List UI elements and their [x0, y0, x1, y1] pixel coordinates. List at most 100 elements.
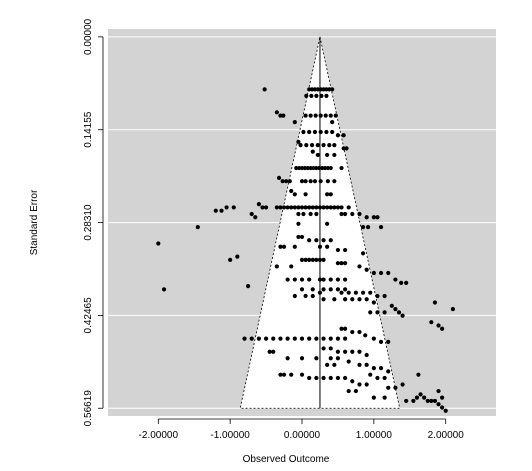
data-point [396, 310, 402, 315]
data-point [357, 211, 362, 217]
data-point [371, 215, 376, 220]
data-point [343, 375, 348, 381]
data-point [350, 329, 355, 335]
data-point [350, 349, 355, 354]
data-point [314, 93, 319, 99]
data-point [309, 143, 315, 148]
data-point [249, 336, 254, 341]
data-point [350, 379, 355, 384]
data-point [378, 366, 384, 371]
data-point [353, 388, 358, 394]
data-point [298, 143, 303, 148]
y-tick-label: 0.56619 [83, 390, 94, 427]
data-point [292, 244, 297, 249]
data-point [318, 179, 323, 184]
data-point [314, 238, 319, 243]
data-point [321, 87, 326, 92]
data-point [436, 323, 441, 328]
data-point [321, 257, 326, 262]
data-point [335, 349, 341, 354]
data-point [301, 129, 306, 135]
data-point [343, 261, 348, 266]
data-point [309, 87, 315, 92]
data-point [287, 179, 292, 184]
data-point [323, 113, 328, 118]
data-point [328, 375, 333, 381]
data-point [285, 205, 290, 210]
data-point [302, 165, 307, 171]
data-point [335, 205, 341, 210]
data-point [307, 87, 312, 92]
data-point [310, 205, 315, 210]
data-point [292, 205, 297, 210]
data-point [429, 320, 434, 325]
data-point [341, 133, 346, 138]
data-point [341, 146, 346, 151]
data-points [156, 87, 455, 413]
data-point [393, 277, 398, 282]
data-point [328, 205, 333, 210]
data-point [312, 179, 318, 184]
data-point [195, 224, 200, 230]
data-point [335, 336, 341, 341]
data-point [308, 211, 313, 217]
data-point [307, 336, 312, 341]
data-point [296, 234, 301, 240]
y-tick-label: 0.42465 [83, 297, 94, 334]
data-point [296, 139, 301, 144]
data-point [339, 261, 344, 266]
data-point [296, 221, 301, 226]
data-point [332, 205, 337, 210]
data-point [332, 362, 337, 367]
data-point [314, 211, 319, 217]
data-point [346, 205, 351, 210]
y-tick-label: 0.28310 [83, 204, 94, 241]
x-tick-label: -1.00000 [210, 430, 250, 441]
data-point [386, 339, 391, 344]
data-point [330, 120, 335, 125]
data-point [321, 238, 326, 243]
data-point [357, 349, 362, 354]
data-point [322, 165, 328, 171]
data-point [314, 165, 319, 171]
data-point [256, 202, 261, 207]
data-point [375, 215, 380, 220]
data-point [294, 165, 299, 171]
data-point [404, 280, 409, 285]
data-point [285, 277, 290, 282]
data-point [332, 143, 337, 148]
data-point [346, 359, 351, 364]
data-point [296, 211, 301, 217]
data-point [422, 395, 427, 400]
data-point [440, 395, 445, 400]
data-point [271, 336, 276, 341]
data-point [360, 251, 366, 256]
data-point [360, 290, 366, 295]
data-point [333, 113, 338, 118]
data-point [364, 215, 369, 220]
data-point [303, 192, 308, 197]
data-point [375, 310, 380, 315]
data-point [315, 143, 320, 148]
data-point [303, 205, 308, 210]
data-point [350, 211, 355, 217]
data-point [339, 205, 344, 210]
data-point [332, 179, 337, 184]
data-point [318, 113, 323, 118]
data-point [308, 113, 313, 118]
data-point [292, 293, 297, 299]
data-point [312, 87, 318, 92]
data-point [307, 238, 312, 243]
data-point [318, 129, 323, 135]
data-point [249, 211, 254, 217]
data-point [321, 205, 326, 210]
data-point [328, 192, 333, 197]
data-point [274, 205, 279, 210]
data-point [318, 87, 323, 92]
data-point [327, 143, 332, 148]
data-point [414, 395, 420, 400]
data-point [343, 287, 348, 292]
data-point [335, 375, 341, 381]
data-point [315, 87, 320, 92]
data-point [364, 352, 369, 358]
